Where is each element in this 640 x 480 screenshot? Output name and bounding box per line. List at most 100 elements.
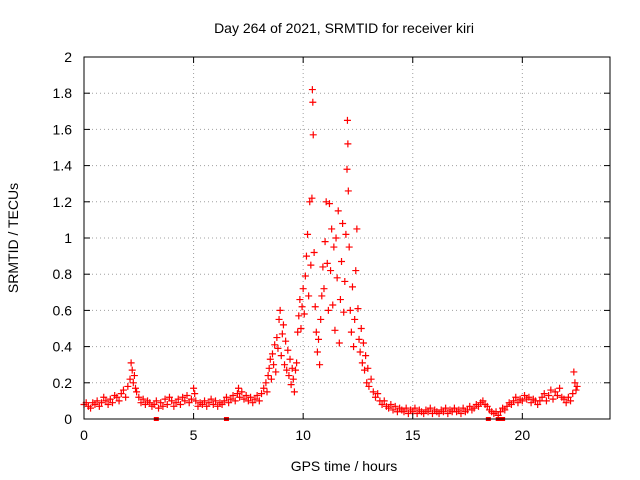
data-point <box>102 397 110 405</box>
data-point <box>534 401 542 409</box>
data-point <box>549 395 557 403</box>
data-point <box>309 98 317 106</box>
data-point <box>150 401 158 409</box>
data-point <box>249 399 257 407</box>
data-point <box>355 335 363 343</box>
data-point <box>258 390 266 398</box>
data-point <box>272 368 280 376</box>
data-point <box>287 381 295 389</box>
data-point <box>364 364 372 372</box>
data-point <box>290 388 298 396</box>
data-point <box>305 292 313 300</box>
data-point <box>501 406 509 414</box>
data-point <box>126 375 134 383</box>
data-point <box>283 366 291 374</box>
x-tick-label: 5 <box>190 427 198 443</box>
data-point <box>194 402 202 410</box>
data-point <box>214 402 222 410</box>
data-point <box>104 401 112 409</box>
data-point <box>146 399 154 407</box>
x-axis-label: GPS time / hours <box>291 458 398 474</box>
data-point <box>351 315 359 323</box>
data-point <box>299 285 307 293</box>
data-point <box>331 326 339 334</box>
data-point <box>174 395 182 403</box>
data-point <box>128 366 136 374</box>
data-point <box>240 395 248 403</box>
data-point <box>137 399 145 407</box>
data-point <box>185 399 193 407</box>
data-point <box>318 292 326 300</box>
data-point <box>264 372 272 380</box>
data-point <box>341 277 349 285</box>
data-point <box>367 375 375 383</box>
data-point <box>227 395 235 403</box>
data-point <box>315 335 323 343</box>
data-point <box>289 375 297 383</box>
data-point <box>564 393 572 401</box>
data-point <box>527 399 535 407</box>
data-point <box>141 401 149 409</box>
y-tick-label: 0 <box>64 411 72 427</box>
data-point <box>335 339 343 347</box>
data-point <box>344 140 352 148</box>
data-point <box>306 198 314 206</box>
data-point <box>222 393 230 401</box>
data-point <box>475 402 482 410</box>
data-point <box>567 397 575 405</box>
data-point <box>176 401 184 409</box>
data-point <box>380 397 388 405</box>
data-point <box>470 404 478 412</box>
data-point <box>122 393 130 401</box>
data-point <box>242 391 250 399</box>
data-point <box>313 348 321 356</box>
data-point <box>98 399 106 407</box>
data-point <box>352 267 360 275</box>
data-point <box>332 234 340 242</box>
data-point <box>183 391 191 399</box>
data-point <box>536 397 544 405</box>
y-tick-label: 1.8 <box>53 85 73 101</box>
data-point <box>130 372 138 380</box>
data-point <box>172 399 180 407</box>
data-point <box>319 263 327 271</box>
x-tick-label: 0 <box>80 427 88 443</box>
data-point <box>91 401 99 409</box>
data-point <box>187 395 195 403</box>
x-tick-label: 10 <box>295 427 311 443</box>
data-point <box>312 328 320 336</box>
data-point <box>265 364 273 372</box>
data-point <box>115 397 123 405</box>
data-point <box>426 404 434 412</box>
axis-ticks <box>83 56 610 420</box>
data-point <box>212 397 219 405</box>
data-point <box>321 238 329 246</box>
data-point <box>229 391 237 399</box>
data-point <box>553 391 561 399</box>
data-point <box>278 330 286 338</box>
data-point <box>255 397 263 405</box>
data-point <box>163 401 171 409</box>
data-point <box>378 401 386 409</box>
data-point <box>201 397 209 405</box>
data-point <box>365 382 373 390</box>
data-point <box>235 384 243 392</box>
data-point <box>439 408 447 416</box>
data-point <box>503 402 511 410</box>
data-point <box>271 341 279 349</box>
data-point <box>95 402 103 410</box>
data-point <box>236 393 244 401</box>
data-point <box>457 410 465 418</box>
data-point <box>483 402 491 410</box>
data-point <box>466 402 474 410</box>
data-point <box>316 361 324 369</box>
data-point <box>538 393 546 401</box>
x-tick-labels: 0 5 10 15 20 <box>80 427 530 443</box>
data-point <box>298 303 306 311</box>
y-tick-label: 2 <box>64 49 72 65</box>
data-point <box>387 401 395 409</box>
data-point <box>270 361 278 369</box>
data-point <box>359 339 367 347</box>
data-point <box>342 230 350 238</box>
data-point <box>324 306 332 314</box>
